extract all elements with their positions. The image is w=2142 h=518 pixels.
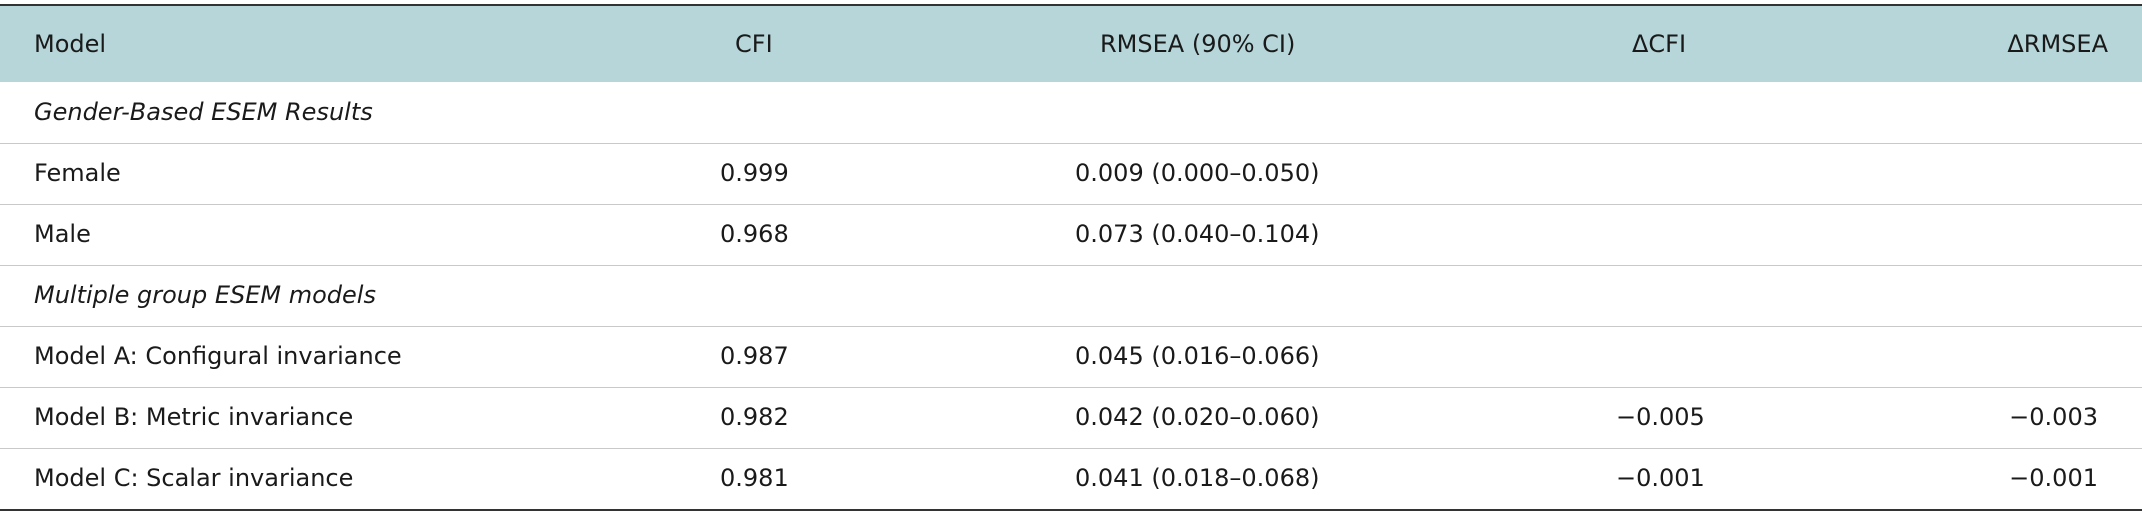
table-row: Model A: Configural invariance 0.987 0.045… (0, 326, 2142, 388)
table-cell: 0.041 (0.018–0.068) (1075, 464, 1320, 492)
header-row: Model CFI RMSEA (90% CI) ΔCFI ΔRMSEA (0, 4, 2142, 82)
table-cell: Male (34, 220, 91, 248)
table-cell: 0.987 (720, 342, 789, 370)
table-cell: 0.042 (0.020–0.060) (1075, 403, 1320, 431)
header-cell: RMSEA (90% CI) (1100, 30, 1296, 58)
section-label: Gender-Based ESEM Results (34, 98, 373, 126)
table-row: Gender-Based ESEM Results (0, 82, 2142, 144)
section-label: Multiple group ESEM models (34, 281, 376, 309)
table-row: Multiple group ESEM models (0, 265, 2142, 327)
table-cell: Female (34, 159, 121, 187)
table-cell: 0.045 (0.016–0.066) (1075, 342, 1320, 370)
table-cell: Model B: Metric invariance (34, 403, 354, 431)
table-cell: 0.968 (720, 220, 789, 248)
header-cell: Model (34, 30, 107, 58)
header-cell: ΔRMSEA (2007, 30, 2108, 58)
table-cell: 0.009 (0.000–0.050) (1075, 159, 1320, 187)
table-row: Model B: Metric invariance 0.982 0.042 (0.… (0, 387, 2142, 449)
table-cell: 0.982 (720, 403, 789, 431)
table-row: Model C: Scalar invariance 0.981 0.041 (0.… (0, 448, 2142, 511)
header-cell: CFI (735, 30, 773, 58)
table-cell: Model A: Configural invariance (34, 342, 402, 370)
table-cell: −0.005 (1616, 403, 1705, 431)
table-cell: Model C: Scalar invariance (34, 464, 354, 492)
table-cell: −0.001 (1616, 464, 1705, 492)
table-cell: −0.003 (2009, 403, 2098, 431)
table-row: Female 0.999 0.009 (0.000–0.050) (0, 143, 2142, 205)
table-cell: 0.073 (0.040–0.104) (1075, 220, 1320, 248)
header-cell: ΔCFI (1632, 30, 1687, 58)
table-row: Male 0.968 0.073 (0.040–0.104) (0, 204, 2142, 266)
table-cell: 0.981 (720, 464, 789, 492)
table-cell: −0.001 (2009, 464, 2098, 492)
table-cell: 0.999 (720, 159, 789, 187)
